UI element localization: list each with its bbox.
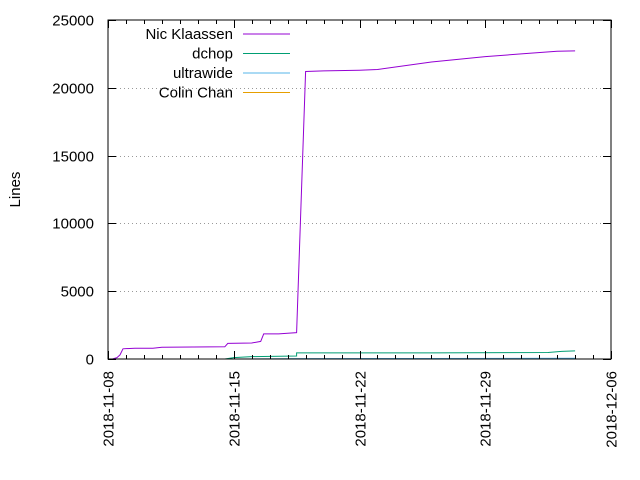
y-tick-label: 25000 xyxy=(52,13,94,30)
axes: 0 5000 10000 15000 20000 25000 2018-11-08 2018-… xyxy=(52,13,620,448)
x-tick-label: 2018-12-06 xyxy=(604,371,621,448)
legend-label: Nic Klaassen xyxy=(145,26,233,43)
x-tick-label: 2018-11-22 xyxy=(353,371,370,447)
y-tick-label: 5000 xyxy=(61,284,94,301)
series-line-dchop xyxy=(224,350,576,360)
x-tick-label: 2018-11-15 xyxy=(227,371,244,447)
plot-frame xyxy=(107,19,612,360)
legend-label: ultrawide xyxy=(173,65,233,82)
y-tick-label: 0 xyxy=(86,352,94,369)
x-tick-label: 2018-11-08 xyxy=(101,371,118,447)
x-tick-label: 2018-11-29 xyxy=(478,371,495,447)
y-tick-label: 20000 xyxy=(52,81,94,98)
y-axis-label: Lines xyxy=(7,172,24,208)
legend-label: Colin Chan xyxy=(159,85,233,102)
series-line-nic-klaassen xyxy=(112,50,576,360)
legend: Nic Klaassen dchop ultrawide Colin Chan xyxy=(145,26,290,102)
legend-label: dchop xyxy=(192,46,233,63)
y-tick-label: 15000 xyxy=(52,149,94,166)
grid-lines xyxy=(108,88,611,292)
y-tick-label: 10000 xyxy=(52,216,94,233)
